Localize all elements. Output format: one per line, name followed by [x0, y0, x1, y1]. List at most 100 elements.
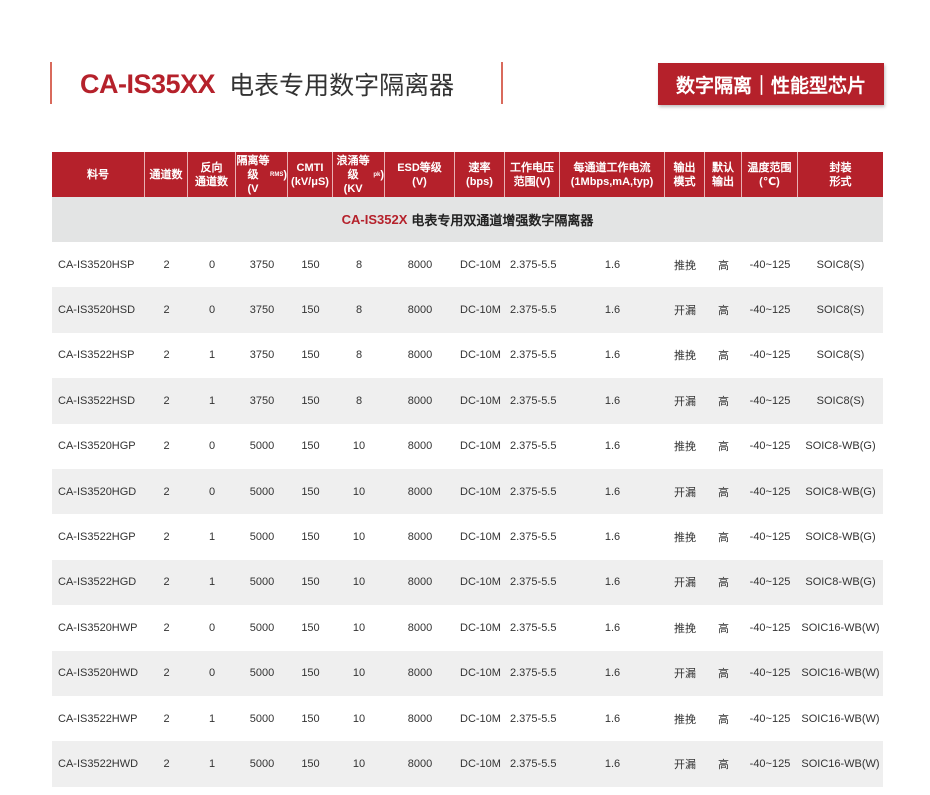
table-cell: DC-10M — [460, 621, 501, 634]
table-cell: 2.375-5.5 — [510, 394, 557, 407]
table-cell: -40~125 — [749, 304, 791, 317]
table-cell: 0 — [208, 485, 216, 498]
table-cell: 150 — [301, 667, 320, 680]
table-cell: 0 — [208, 667, 216, 680]
table-row: CA-IS3520HWP 2 0 5000 150 10 8000 DC-10M 2.375-5… — [52, 605, 883, 650]
table-body: CA-IS3520HSP 2 0 3750 150 8 8000 DC-10M 2.375-5.… — [52, 242, 883, 787]
table-cell: -40~125 — [749, 667, 791, 680]
table-cell: 开漏 — [674, 758, 696, 771]
table-cell: 2.375-5.5 — [510, 349, 557, 362]
section-row: CA-IS352X 电表专用双通道增强数字隔离器 — [52, 197, 883, 242]
column-header: 料号 — [52, 152, 145, 197]
table-cell: 5000 — [249, 440, 275, 453]
title-code: CA-IS35XX — [80, 68, 216, 99]
table-cell: 8000 — [407, 667, 433, 680]
table-cell: 2.375-5.5 — [510, 667, 557, 680]
table-cell: 1.6 — [604, 258, 621, 271]
table-cell: 150 — [301, 440, 320, 453]
table-cell: -40~125 — [749, 531, 791, 544]
table-cell: DC-10M — [460, 576, 501, 589]
table-cell: -40~125 — [749, 485, 791, 498]
table-cell: 推挽 — [674, 713, 696, 726]
table-cell: 高 — [718, 758, 729, 771]
table-cell: CA-IS3520HWD — [58, 667, 139, 680]
table-cell: CA-IS3522HSD — [58, 394, 136, 407]
table-cell: SOIC16-WB(W) — [801, 712, 880, 725]
table-cell: 1.6 — [604, 576, 621, 589]
table-cell: DC-10M — [460, 485, 501, 498]
table-cell: 1.6 — [604, 304, 621, 317]
table-cell: -40~125 — [749, 757, 791, 770]
table-cell: 高 — [718, 305, 729, 318]
table-cell: 3750 — [249, 394, 275, 407]
table-cell: SOIC16-WB(W) — [801, 667, 880, 680]
table-cell: CA-IS3520HGP — [58, 440, 136, 453]
table-cell: 150 — [301, 349, 320, 362]
table-cell: 8000 — [407, 485, 433, 498]
column-header: ESD等级 (V) — [385, 152, 455, 197]
table-cell: 高 — [718, 668, 729, 681]
table-cell: 8 — [355, 394, 363, 407]
table-cell: 开漏 — [674, 668, 696, 681]
table-cell: -40~125 — [749, 576, 791, 589]
column-header: 反向 通道数 — [188, 152, 236, 197]
header-subscript: RMS — [269, 171, 284, 178]
table-cell: 3750 — [249, 304, 275, 317]
table-cell: CA-IS3522HSP — [58, 349, 135, 362]
table-cell: CA-IS3520HSD — [58, 304, 136, 317]
table-row: CA-IS3522HSP 2 1 3750 150 8 8000 DC-10M 2.375-5.… — [52, 333, 883, 378]
table-cell: 2 — [163, 304, 170, 317]
column-header: 封装 形式 — [829, 161, 852, 188]
table-cell: 8 — [355, 349, 363, 362]
column-header: 每通道工作电流 (1Mbps,mA,typ) — [560, 152, 665, 197]
table-cell: 8000 — [407, 576, 433, 589]
table-cell: 10 — [352, 667, 366, 680]
table-cell: 0 — [208, 621, 216, 634]
table-cell: SOIC16-WB(W) — [801, 757, 880, 770]
column-header: CMTI (kV/μS) — [288, 152, 333, 197]
table-cell: 高 — [718, 350, 729, 363]
table-cell: 10 — [352, 621, 366, 634]
table-cell: SOIC8(S) — [816, 304, 865, 317]
table-cell: 10 — [352, 485, 366, 498]
table-row: CA-IS3520HWD 2 0 5000 150 10 8000 DC-10M 2.375-5… — [52, 650, 883, 696]
column-header: 速率 (bps) — [455, 152, 505, 197]
table-cell: 2 — [163, 621, 170, 634]
table-cell: 2.375-5.5 — [510, 757, 557, 770]
table-row: CA-IS3520HSD 2 0 3750 150 8 8000 DC-10M 2.375-5.… — [52, 287, 883, 333]
table-cell: SOIC8-WB(G) — [805, 485, 876, 498]
section-code: CA-IS352X — [341, 212, 408, 227]
table-cell: DC-10M — [460, 667, 501, 680]
table-cell: CA-IS3522HGP — [58, 531, 136, 544]
table-cell: 150 — [301, 531, 320, 544]
table-cell: 10 — [352, 440, 366, 453]
table-cell: 150 — [301, 485, 320, 498]
table-cell: 2 — [163, 349, 170, 362]
table-cell: 150 — [301, 258, 320, 271]
table-cell: 2.375-5.5 — [510, 621, 557, 634]
table-cell: 2.375-5.5 — [510, 531, 557, 544]
table-cell: 1 — [208, 531, 216, 544]
table-cell: 2 — [163, 757, 170, 770]
column-header: 隔离等级 (V RMS) — [236, 152, 288, 197]
section-name: 电表专用双通道增强数字隔离器 — [411, 213, 594, 228]
table-cell: -40~125 — [749, 394, 791, 407]
table-cell: DC-10M — [460, 440, 501, 453]
column-header: 浪涌等级 (KV pk) — [333, 152, 385, 197]
table-cell: DC-10M — [460, 258, 501, 271]
table-cell: -40~125 — [749, 349, 791, 362]
table-cell: 0 — [208, 304, 216, 317]
column-header: 温度范围 (℃) — [742, 152, 798, 197]
table-cell: DC-10M — [460, 712, 501, 725]
table-cell: 2 — [163, 485, 170, 498]
table-cell: 150 — [301, 621, 320, 634]
table-row: CA-IS3522HWD 2 1 5000 150 10 8000 DC-10M 2.375-5… — [52, 741, 883, 787]
table-cell: DC-10M — [460, 304, 501, 317]
table-cell: 1 — [208, 757, 216, 770]
table-row: CA-IS3522HWP 2 1 5000 150 10 8000 DC-10M 2.375-5… — [52, 696, 883, 741]
table-cell: 2.375-5.5 — [510, 485, 557, 498]
table-cell: 开漏 — [674, 486, 696, 499]
table-row: CA-IS3520HGP 2 0 5000 150 10 8000 DC-10M 2.375-5… — [52, 424, 883, 469]
table-cell: 2 — [163, 667, 170, 680]
table-cell: 开漏 — [674, 395, 696, 408]
